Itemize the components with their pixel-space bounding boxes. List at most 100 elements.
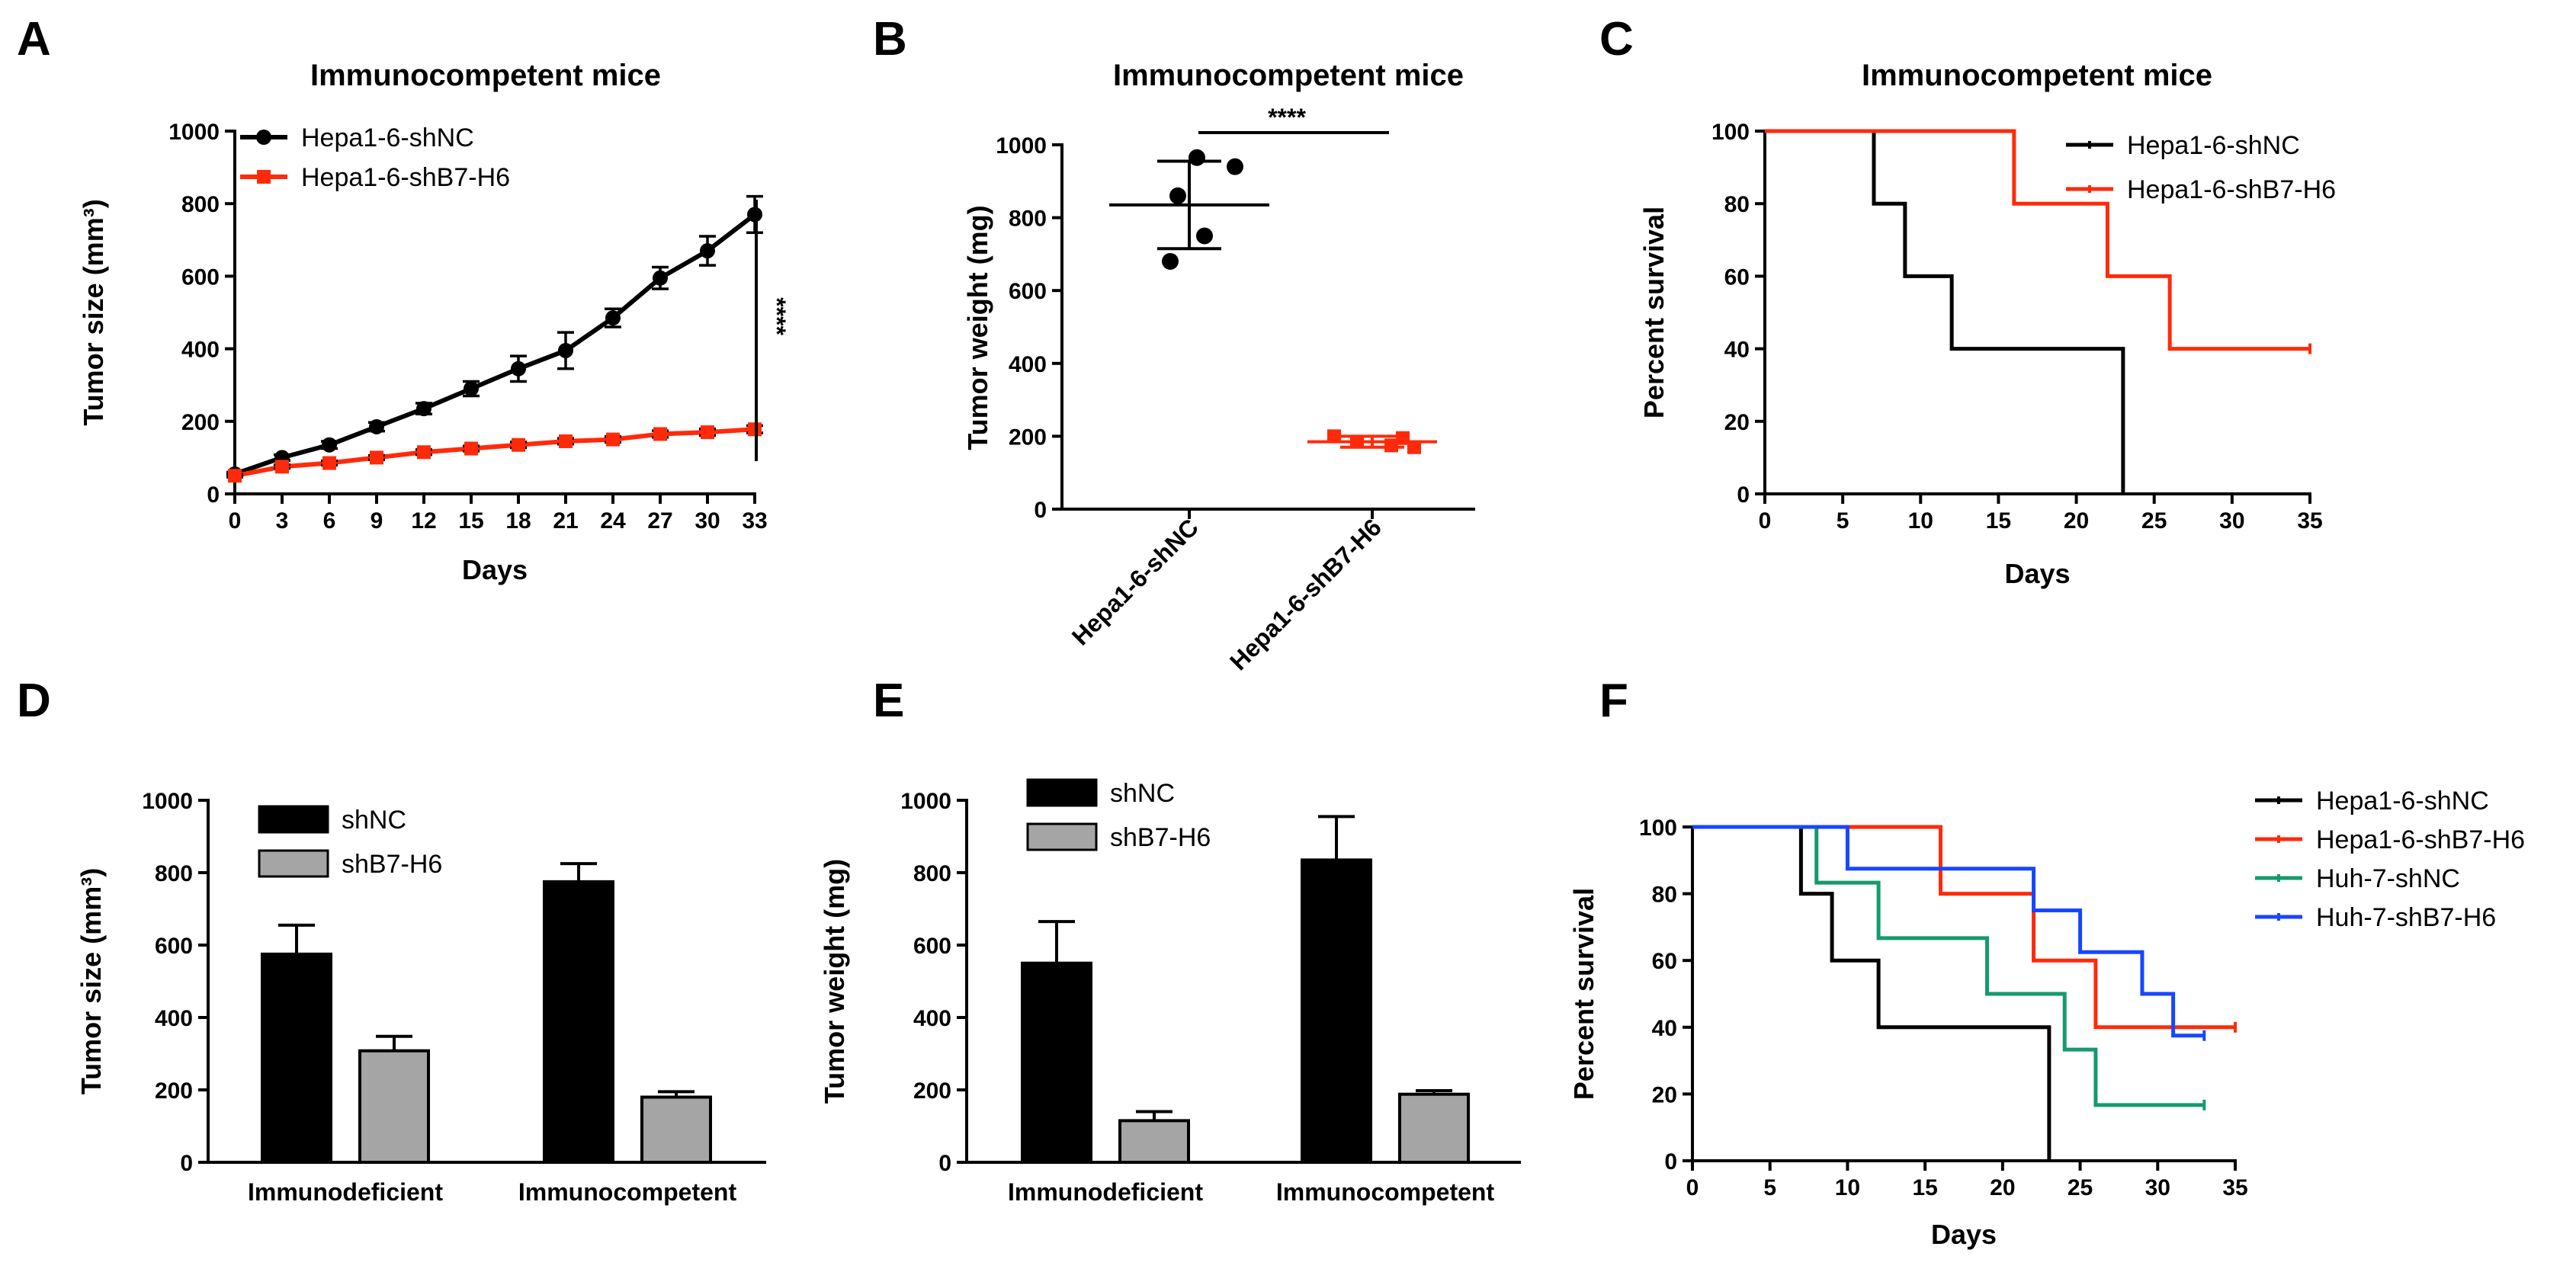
- data-point: [653, 270, 668, 286]
- y-axis-title: Tumor weight (mg): [819, 859, 850, 1104]
- chart_data.0-x-tick-label: 24: [600, 508, 626, 534]
- chart_data.3-y-tick-label: 1000: [142, 789, 193, 814]
- chart_data.5-x-tick-label: 35: [2222, 1175, 2247, 1200]
- survival-curve-Hepa1-6-shB7-H6: [1765, 129, 2310, 351]
- chart_data.2-x-tick-label: 0: [1759, 508, 1772, 534]
- data-point: [605, 310, 621, 326]
- chart_data.0-x-tick-label: 6: [323, 508, 336, 534]
- chart_data.2-x-tick-label: 25: [2141, 508, 2167, 534]
- chart_data.5-y-tick-label: 20: [1652, 1082, 1677, 1107]
- data-point: [701, 425, 714, 440]
- chart_data.0-x-tick-label: 33: [742, 508, 767, 534]
- chart_data.2-y-tick-label: 40: [1724, 338, 1750, 363]
- x-category-label: Hepa1-6-shNC: [1067, 513, 1204, 650]
- data-point: [559, 434, 573, 448]
- legend-swatch: [1026, 822, 1098, 851]
- data-point: [464, 441, 478, 456]
- data-point: [1350, 434, 1364, 449]
- panel-letter-E: E: [873, 675, 904, 727]
- chart-title: Immunocompetent mice: [310, 59, 661, 92]
- chart_data.4-y-tick-label: 0: [938, 1151, 951, 1176]
- panel-letter-C: C: [1599, 13, 1634, 66]
- chart_data.1-y-tick-label: 1000: [996, 133, 1047, 159]
- chart_data.0-x-tick-label: 27: [647, 508, 672, 534]
- chart_data.2-x-tick-label: 30: [2219, 508, 2244, 534]
- legend-label: Hepa1-6-shB7-H6: [301, 163, 510, 192]
- y-axis-title: Tumor size (mm³): [75, 868, 107, 1094]
- legend-label: Hepa1-6-shNC: [301, 123, 474, 152]
- chart_data.3-y-tick-label: 800: [155, 861, 193, 886]
- chart_data.2-x-tick-label: 5: [1837, 508, 1849, 534]
- data-point: [1196, 227, 1213, 245]
- data-point: [369, 418, 384, 434]
- chart_data.0-x-tick-label: 15: [458, 508, 483, 534]
- legend-label: shB7-H6: [1110, 823, 1211, 852]
- x-axis-title: Days: [462, 554, 528, 585]
- chart_data.2-x-tick-label: 10: [1908, 508, 1933, 534]
- legend-swatch-marker: [257, 170, 271, 184]
- legend-label: Hepa1-6-shNC: [2127, 131, 2300, 160]
- chart_data.5-x-tick-label: 30: [2145, 1175, 2170, 1200]
- panel-letter-F: F: [1599, 675, 1628, 727]
- survival-curve-Huh-7-shB7-H6: [1692, 825, 2205, 1038]
- legend-swatch-marker: [256, 130, 271, 145]
- legend-swatch: [258, 805, 329, 834]
- x-category-label: Immunodeficient: [1008, 1178, 1203, 1206]
- chart_data.2-y-tick-label: 60: [1724, 264, 1750, 290]
- chart_data.2-y-tick-label: 80: [1724, 192, 1750, 217]
- data-point: [700, 243, 715, 259]
- chart_data.1-y-tick-label: 200: [1009, 425, 1047, 450]
- legend-label: shNC: [1110, 779, 1175, 808]
- legend-swatch: [1026, 778, 1098, 807]
- bar-shB7-H6: [1118, 1119, 1190, 1164]
- chart_data.5-y-tick-label: 80: [1652, 883, 1677, 908]
- panel-letter-A: A: [17, 13, 51, 66]
- series-line-Hepa1-6-shNC: [234, 213, 756, 476]
- chart_data.0-y-tick-label: 0: [207, 482, 220, 508]
- legend-label: Hepa1-6-shB7-H6: [2127, 175, 2336, 204]
- data-point: [322, 437, 337, 453]
- data-point: [558, 342, 573, 358]
- chart_data.3-y-tick-label: 200: [155, 1078, 193, 1104]
- data-point: [606, 432, 620, 447]
- bar-shNC: [1021, 961, 1092, 1164]
- legend-label: shNC: [342, 806, 406, 835]
- chart_data.1-y-tick-label: 600: [1009, 279, 1047, 304]
- bar-shNC: [543, 880, 614, 1164]
- bar-shNC: [261, 952, 332, 1164]
- chart_data.2-x-tick-label: 35: [2297, 508, 2322, 534]
- survival-curve-Huh-7-shNC: [1692, 825, 2205, 1107]
- chart_data.0-x-tick-label: 30: [695, 508, 720, 534]
- chart_data.0-y-tick-label: 200: [181, 410, 220, 435]
- legend-swatch: [258, 849, 329, 878]
- data-point: [464, 380, 479, 396]
- significance-label: ****: [1268, 104, 1306, 131]
- chart_data.1-y-tick-label: 400: [1009, 352, 1047, 377]
- chart_data.5-x-tick-label: 10: [1835, 1175, 1860, 1200]
- chart_data.5-y-tick-label: 40: [1652, 1016, 1677, 1041]
- chart_data.2-x-tick-label: 15: [1986, 508, 2011, 534]
- x-axis-title: Days: [1931, 1219, 1997, 1250]
- chart_data.0-y-tick-label: 600: [181, 264, 220, 290]
- significance-label: ****: [763, 297, 791, 335]
- chart_data.4-y-tick-label: 1000: [900, 789, 951, 814]
- chart_data.0-x-tick-label: 9: [371, 508, 383, 534]
- chart_data.1-y-tick-label: 800: [1009, 207, 1047, 232]
- x-category-label: Hepa1-6-shB7-H6: [1224, 513, 1387, 675]
- x-axis-title: Days: [2004, 558, 2070, 589]
- series-line-Hepa1-6-shB7-H6: [234, 427, 755, 479]
- data-point: [1396, 431, 1410, 445]
- bar-shB7-H6: [640, 1095, 712, 1164]
- chart_data.0-y-tick-label: 1000: [168, 120, 220, 145]
- panel-letter-B: B: [873, 13, 907, 66]
- data-point: [1227, 158, 1243, 175]
- x-category-label: Immunodeficient: [248, 1178, 443, 1206]
- chart_data.0-y-tick-label: 400: [181, 338, 220, 363]
- chart_data.0-x-tick-label: 3: [276, 508, 289, 534]
- legend-label: Huh-7-shB7-H6: [2316, 903, 2496, 932]
- chart_data.5-y-tick-label: 0: [1664, 1149, 1677, 1174]
- data-point: [1407, 440, 1421, 454]
- survival-curve-Hepa1-6-shB7-H6: [1692, 825, 2235, 1030]
- chart_data.5-y-tick-label: 60: [1652, 949, 1677, 974]
